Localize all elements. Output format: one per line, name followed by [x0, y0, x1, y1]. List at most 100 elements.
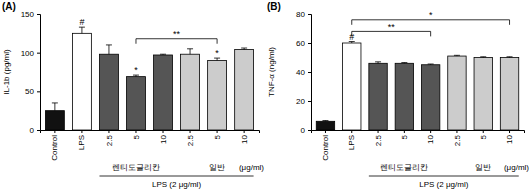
y-tick-mark — [37, 91, 40, 92]
bracket-label: ** — [173, 29, 181, 39]
treatment-line — [369, 176, 519, 177]
y-tick-label: 100 — [21, 49, 35, 58]
x-tick: 2.5 — [186, 130, 195, 146]
x-tick-mark — [217, 130, 218, 133]
y-tick-mark — [37, 130, 40, 131]
y-tick: 80 — [296, 10, 311, 19]
x-axis-line — [312, 131, 525, 134]
y-tick-mark — [308, 43, 311, 44]
x-axis-line — [41, 131, 260, 134]
bar — [154, 55, 173, 130]
x-tick-mark — [163, 130, 164, 133]
x-tick-label: Control — [321, 135, 330, 161]
panel-title: (A) — [2, 1, 16, 12]
x-tick-label: 10 — [240, 134, 249, 143]
error-bar — [241, 48, 247, 50]
significance-mark: * — [215, 48, 219, 58]
bar — [316, 121, 334, 130]
y-tick-label: 80 — [296, 10, 305, 19]
y-tick-label: 60 — [296, 39, 305, 48]
bar — [99, 54, 118, 130]
x-tick-label: LPS — [77, 135, 86, 150]
x-tick: Control — [50, 130, 59, 161]
bracket-label: * — [429, 10, 433, 20]
x-tick-mark — [81, 130, 82, 133]
y-tick-mark — [308, 14, 311, 15]
x-tick-label: 2.5 — [186, 134, 195, 146]
x-tick-label: 2.5 — [374, 134, 383, 146]
bar — [500, 58, 518, 131]
error-bar — [401, 62, 407, 64]
x-tick-mark — [378, 130, 379, 133]
bracket — [352, 20, 510, 25]
x-tick-label: 10 — [426, 134, 435, 143]
y-tick-mark — [308, 130, 311, 131]
x-tick: 10 — [505, 130, 514, 144]
bar — [45, 111, 64, 130]
x-tick: 5 — [213, 130, 222, 139]
error-bar — [480, 56, 486, 58]
y-tick: 20 — [296, 97, 311, 106]
bracket — [136, 39, 217, 44]
error-bar — [79, 27, 85, 33]
bar — [127, 77, 146, 130]
y-tick: 50 — [25, 87, 40, 96]
x-tick-label: 10 — [159, 134, 168, 143]
x-tick: 2.5 — [105, 130, 114, 146]
y-tick-mark — [308, 72, 311, 73]
x-tick: 2.5 — [453, 130, 462, 146]
bar — [448, 56, 466, 130]
x-tick-mark — [456, 130, 457, 133]
y-tick: 60 — [296, 39, 311, 48]
bar — [395, 63, 413, 130]
figure: (A)IL-1b (pg/ml)050100150ControlLPS2.551… — [0, 0, 530, 195]
x-tick-label: 5 — [400, 134, 409, 139]
group-label: 렌티도글리칸 — [112, 163, 160, 172]
x-tick: 5 — [479, 130, 488, 139]
bar — [474, 58, 492, 131]
error-bar — [349, 42, 355, 43]
y-tick: 0 — [301, 126, 311, 135]
y-tick-label: 20 — [296, 97, 305, 106]
x-tick-label: 10 — [505, 134, 514, 143]
significance-mark: # — [79, 17, 84, 27]
y-axis-title: TNF-α (ng/ml) — [267, 47, 276, 97]
bar — [369, 63, 387, 130]
group-label: 일반 — [209, 163, 225, 172]
error-bar — [322, 120, 328, 122]
bar — [72, 33, 91, 130]
panel: (B)TNF-α (ng/ml)020406080ControlLPS2.551… — [267, 1, 529, 189]
error-bar — [214, 58, 220, 60]
x-tick: LPS — [347, 130, 356, 150]
error-bar — [428, 64, 434, 66]
error-bar — [454, 55, 460, 57]
bar — [181, 54, 200, 130]
x-tick-mark — [509, 130, 510, 133]
bar — [208, 60, 227, 130]
x-tick: 5 — [132, 130, 141, 139]
x-tick: 5 — [400, 130, 409, 139]
y-tick: 40 — [296, 68, 311, 77]
y-tick: 100 — [21, 49, 40, 58]
x-tick: 2.5 — [374, 130, 383, 146]
bar — [343, 43, 361, 130]
treatment-line — [99, 176, 253, 177]
y-axis-title: IL-1b (pg/ml) — [2, 49, 11, 95]
bar — [421, 65, 439, 130]
y-tick-label: 0 — [30, 126, 35, 135]
unit-label: (μg/ml) — [239, 163, 264, 172]
y-tick: 150 — [21, 10, 40, 19]
group-label: 렌티도글리칸 — [380, 163, 428, 172]
y-tick-mark — [37, 53, 40, 54]
x-tick-label: Control — [50, 135, 59, 161]
bracket — [352, 31, 431, 36]
x-tick: Control — [321, 130, 330, 161]
y-tick: 0 — [30, 126, 40, 135]
x-tick-mark — [404, 130, 405, 133]
x-tick: LPS — [77, 130, 86, 150]
x-tick-label: 5 — [213, 134, 222, 139]
bar — [235, 50, 254, 130]
y-tick-label: 150 — [21, 10, 35, 19]
error-bar — [52, 103, 58, 111]
x-tick-mark — [108, 130, 109, 133]
